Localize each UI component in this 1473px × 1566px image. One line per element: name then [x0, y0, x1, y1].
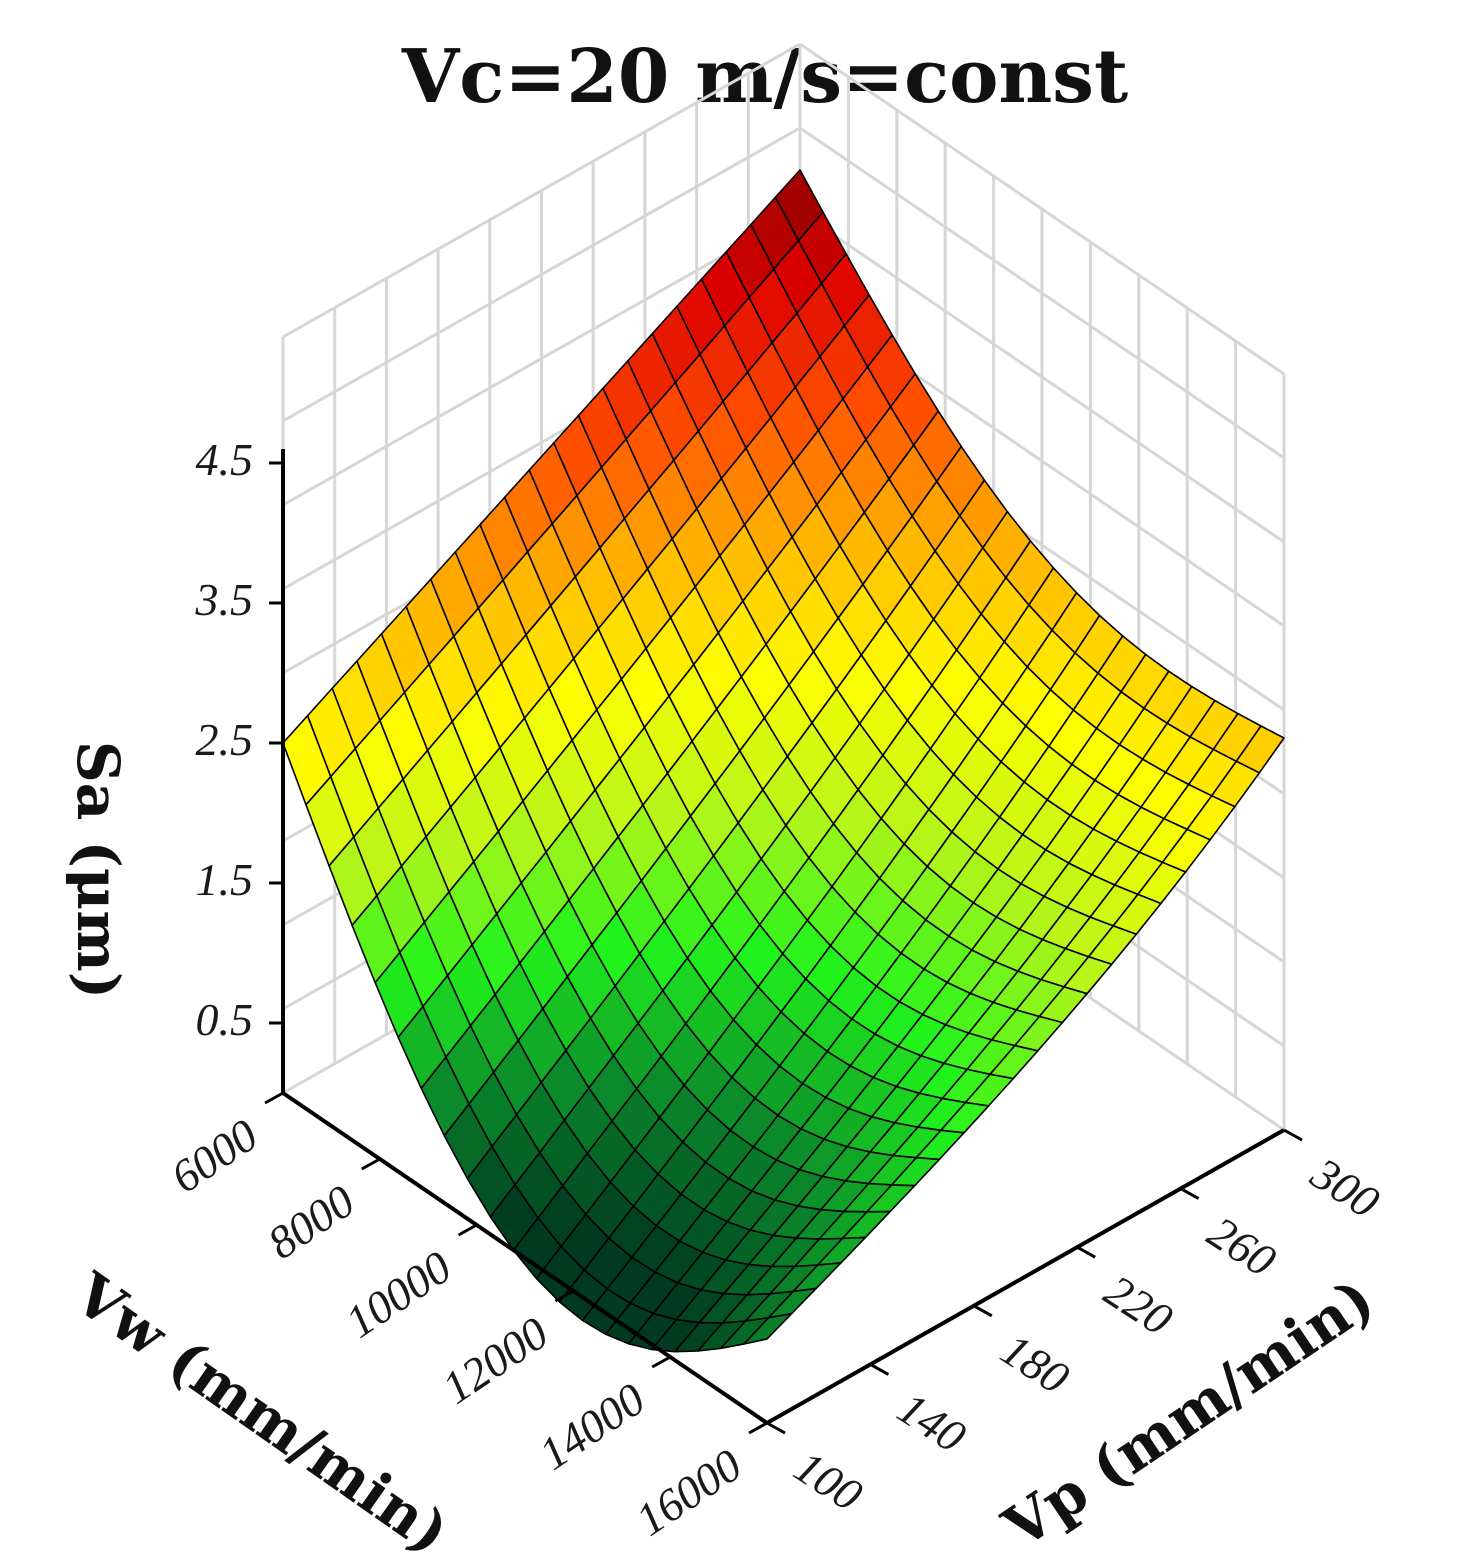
- z-tick-label: 4.5: [196, 434, 254, 485]
- z-tick-label: 2.5: [196, 714, 254, 765]
- y-tick-mark: [973, 1304, 993, 1318]
- x-tick-mark: [651, 1355, 671, 1369]
- z-tick-label: 1.5: [196, 854, 254, 905]
- x-tick-label: 10000: [336, 1241, 460, 1348]
- y-tick-mark: [1283, 1128, 1303, 1142]
- x-tick-mark: [748, 1421, 768, 1435]
- wall-grid-line: [799, 210, 1285, 544]
- y-tick-label: 140: [889, 1382, 975, 1462]
- y-tick-label: 260: [1199, 1206, 1285, 1286]
- wall-grid-line: [282, 210, 801, 507]
- x-tick-label: 6000: [162, 1109, 267, 1203]
- y-tick-mark: [869, 1363, 890, 1376]
- wall-grid-line: [282, 126, 801, 423]
- y-tick-label: 100: [786, 1441, 872, 1521]
- y-tick-label: 180: [992, 1323, 1078, 1403]
- x-axis-line: [281, 1091, 769, 1425]
- x-tick-mark: [264, 1091, 284, 1105]
- wall-grid-line: [799, 126, 1285, 460]
- y-tick-mark: [1179, 1187, 1200, 1200]
- z-axis-title: Sa (μm): [64, 741, 132, 999]
- y-tick-label: 300: [1302, 1147, 1388, 1228]
- x-tick-label: 8000: [259, 1175, 364, 1269]
- y-axis-title: Vp (mm/min): [991, 1265, 1386, 1562]
- surface-cell: [743, 1312, 793, 1345]
- x-tick-label: 12000: [433, 1307, 557, 1414]
- y-axis-line: [766, 1128, 1285, 1425]
- surface-plot: [282, 169, 1285, 1353]
- x-tick-label: 14000: [530, 1373, 654, 1480]
- x-tick-mark: [554, 1289, 575, 1303]
- wall-grid-line: [282, 42, 801, 339]
- x-tick-label: 16000: [627, 1439, 751, 1546]
- x-tick-mark: [361, 1157, 381, 1171]
- z-tick-label: 3.5: [195, 574, 254, 625]
- y-tick-mark: [1076, 1245, 1096, 1259]
- x-tick-mark: [457, 1223, 478, 1237]
- chart-title: Vc=20 m/s=const: [401, 34, 1128, 120]
- y-tick-label: 220: [1096, 1265, 1182, 1345]
- axes-frame: [281, 449, 1285, 1425]
- y-tick-mark: [766, 1421, 786, 1435]
- wall-grid-line: [799, 42, 1285, 376]
- z-tick-label: 0.5: [196, 994, 254, 1045]
